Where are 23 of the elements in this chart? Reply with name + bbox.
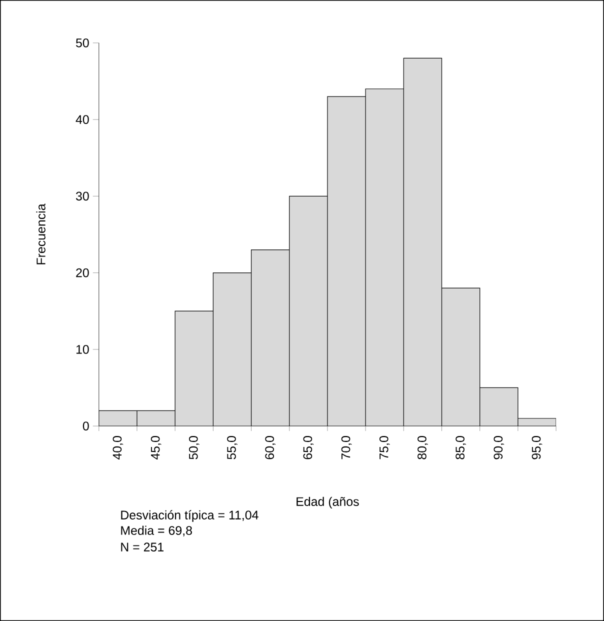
y-tick-label: 20 — [76, 268, 89, 278]
x-tick-label: 90,0 — [494, 436, 504, 460]
y-axis-title: Frecuencia — [36, 204, 46, 264]
x-tick-label: 80,0 — [418, 436, 428, 460]
x-tick-label: 45,0 — [150, 436, 162, 460]
x-tick-label: 55,0 — [227, 436, 238, 460]
x-tick-label: 50,0 — [188, 436, 200, 460]
x-tick-label: 70,0 — [341, 436, 352, 460]
x-tick-label: 65,0 — [303, 436, 314, 460]
text: Desviación típica = 11,04 — [121, 510, 258, 522]
x-tick-label: 40,0 — [112, 436, 124, 460]
x-tick-label: 75,0 — [379, 436, 390, 460]
text: N = 251 — [121, 542, 164, 552]
x-tick-label: 60,0 — [265, 436, 276, 460]
y-tick-label: 50 — [76, 38, 89, 48]
y-tick-label: 40 — [76, 115, 89, 124]
text: Media = 69,8 — [121, 526, 192, 536]
y-tick-label: 0 — [82, 422, 89, 430]
y-tick-label: 30 — [76, 192, 89, 201]
y-tick-label: 10 — [76, 345, 89, 354]
x-tick-label: 85,0 — [456, 436, 466, 460]
x-axis-title: Edad (años — [296, 496, 359, 508]
x-tick-label: 95,0 — [532, 436, 542, 460]
